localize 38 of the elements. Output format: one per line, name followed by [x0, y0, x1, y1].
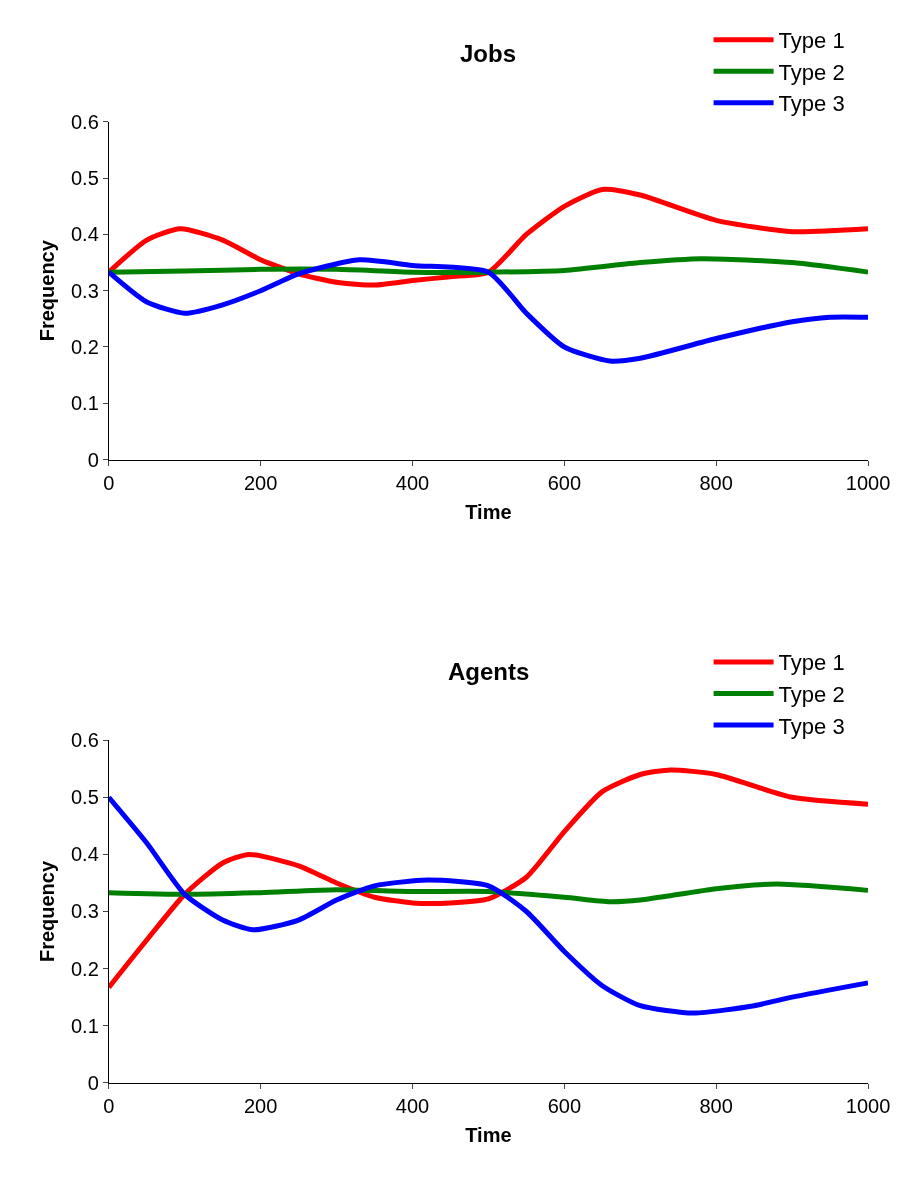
y-tick-label: 0.3 — [70, 900, 99, 923]
y-tick-label: 0 — [87, 448, 99, 471]
y-tick-label: 0.3 — [70, 279, 99, 302]
legend-label: Type 2 — [778, 682, 845, 708]
y-tick-label: 0.1 — [70, 392, 99, 415]
y-tick-label: 0.5 — [70, 167, 99, 190]
legend-label: Type 1 — [778, 650, 845, 676]
legend-label: Type 3 — [778, 91, 845, 117]
chart-title: Agents — [448, 658, 530, 685]
legend-label: Type 3 — [778, 713, 845, 739]
y-tick-label: 0.2 — [70, 335, 99, 358]
x-tick-label: 400 — [395, 471, 430, 494]
y-tick-label: 0.2 — [70, 957, 99, 980]
y-tick-label: 0.6 — [70, 110, 99, 133]
x-tick-label: 1000 — [845, 1094, 891, 1117]
x-tick-label: 200 — [243, 471, 278, 494]
y-tick-label: 0.6 — [70, 729, 99, 752]
x-tick-label: 800 — [699, 471, 733, 494]
y-tick-label: 0.1 — [70, 1014, 99, 1037]
y-tick-label: 0.5 — [70, 786, 99, 809]
y-tick-label: 0 — [87, 1071, 99, 1094]
x-tick-label: 0 — [103, 1094, 115, 1117]
x-tick-label: 400 — [395, 1094, 430, 1117]
chart-title: Jobs — [460, 40, 517, 67]
y-tick-label: 0.4 — [70, 843, 99, 866]
x-tick-label: 600 — [547, 471, 582, 494]
legend-label: Type 2 — [778, 59, 845, 85]
legend-label: Type 1 — [778, 28, 845, 54]
y-axis-title: Frequency — [36, 239, 59, 342]
y-axis-title: Frequency — [36, 860, 59, 963]
x-tick-label: 1000 — [845, 471, 891, 494]
x-tick-label: 600 — [547, 1094, 582, 1117]
x-axis-title: Time — [465, 1124, 512, 1147]
x-tick-label: 200 — [243, 1094, 278, 1117]
y-tick-label: 0.4 — [70, 223, 99, 246]
x-axis-title: Time — [465, 501, 512, 524]
x-tick-label: 800 — [699, 1094, 733, 1117]
x-tick-label: 0 — [103, 471, 115, 494]
